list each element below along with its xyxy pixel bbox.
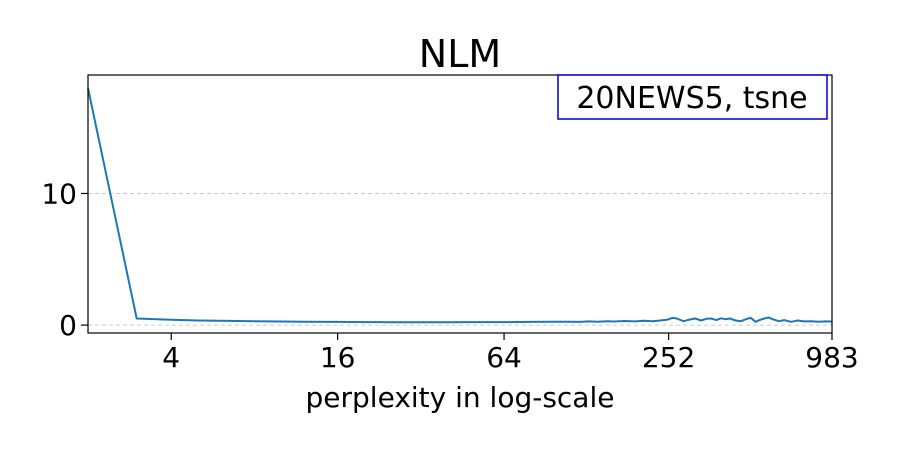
chart-title: NLM bbox=[419, 32, 501, 76]
plot-frame bbox=[87, 74, 833, 334]
tick-layer: 0 10 4 16 64 252 983 bbox=[41, 177, 858, 374]
legend-box bbox=[557, 74, 828, 120]
x-tick-label: 4 bbox=[162, 341, 180, 374]
y-tick-label: 0 bbox=[59, 309, 77, 342]
x-tick-label: 252 bbox=[642, 341, 695, 374]
grid-layer bbox=[88, 192, 832, 326]
x-tick-label: 64 bbox=[486, 341, 522, 374]
line-layer bbox=[87, 87, 833, 324]
x-tick-label: 983 bbox=[805, 341, 858, 374]
legend-text: 20NEWS5, tsne bbox=[576, 81, 807, 116]
series-line bbox=[87, 87, 833, 324]
x-axis-label: perplexity in log-scale bbox=[306, 381, 615, 414]
x-tick-label: 16 bbox=[320, 341, 356, 374]
y-tick-label: 10 bbox=[41, 177, 77, 210]
legend: 20NEWS5, tsne bbox=[557, 74, 828, 120]
